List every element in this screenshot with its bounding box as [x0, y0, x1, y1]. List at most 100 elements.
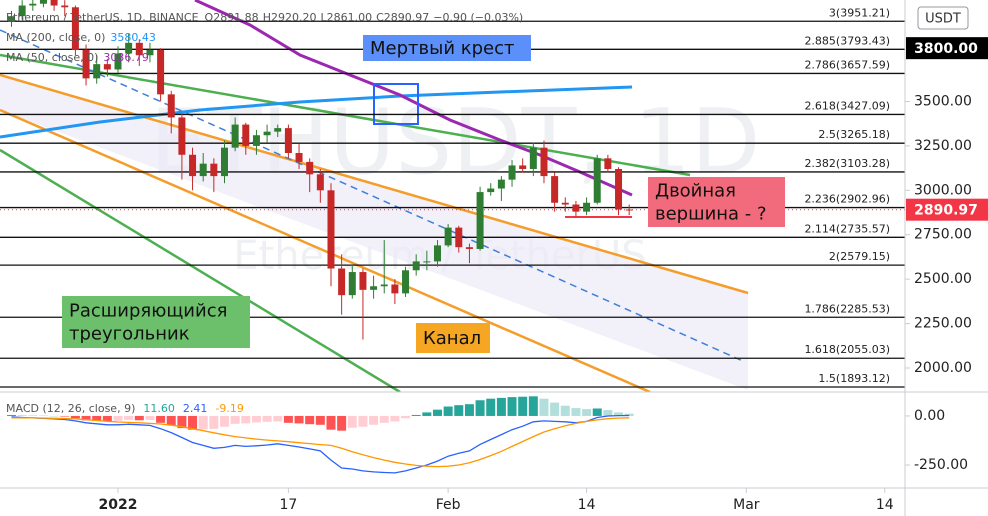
fib-label: 1.5(1893.12): [818, 372, 890, 385]
x-tick-label: 2022: [99, 497, 138, 513]
annotation-box: [416, 323, 490, 353]
macd-histogram: [422, 412, 432, 416]
candle-body: [551, 176, 559, 203]
macd-histogram: [475, 400, 485, 416]
macd-histogram: [614, 412, 624, 416]
indicator-name: MA (200, close, 0): [6, 31, 105, 44]
annotation-text: треугольник: [69, 324, 190, 345]
channel-shade: [0, 75, 748, 390]
candle-body: [561, 202, 569, 205]
macd-histogram: [38, 415, 48, 417]
macd-histogram: [315, 415, 325, 425]
macd-histogram: [166, 415, 176, 426]
candle-body: [210, 163, 218, 177]
macd-histogram: [198, 415, 208, 430]
macd-histogram: [347, 415, 357, 428]
macd-histogram: [92, 415, 102, 421]
annotation-text: Двойная: [655, 181, 736, 202]
fib-label: 2.885(3793.43): [804, 34, 890, 47]
price-axis-bg: [905, 0, 988, 516]
candle-body: [370, 286, 378, 290]
candle-body: [444, 227, 452, 246]
candle-body: [625, 209, 633, 211]
candle-body: [178, 117, 186, 155]
macd-histogram: [326, 415, 336, 430]
macd-value: -9.19: [215, 402, 243, 415]
macd-histogram: [273, 415, 283, 422]
ma-50: [194, 0, 633, 197]
candle-body: [114, 53, 122, 70]
annotation-box: [648, 177, 785, 227]
macd-histogram: [156, 415, 166, 423]
candle-body: [380, 284, 388, 287]
macd-histogram: [28, 415, 38, 416]
candle-body: [252, 135, 260, 146]
cross-marker: [373, 83, 419, 125]
annotation-text: вершина - ?: [655, 204, 767, 225]
macd-histogram: [209, 415, 219, 429]
candle-body: [274, 128, 282, 132]
candle-body: [242, 124, 250, 146]
macd-legend: MACD (12, 26, close, 9) 11.60 2.41 -9.19: [6, 402, 244, 415]
candle-body: [327, 190, 335, 269]
macd-histogram: [145, 415, 155, 420]
fib-label: 2.114(2735.57): [804, 222, 890, 235]
macd-histogram: [60, 415, 70, 417]
macd-histogram: [251, 415, 261, 423]
candles: [8, 0, 633, 340]
macd-histogram: [443, 406, 453, 416]
macd-histogram: [124, 415, 134, 420]
macd-histogram: [17, 415, 27, 416]
macd-histogram: [230, 415, 240, 424]
macd-histogram: [305, 415, 315, 425]
macd-value: 2.41: [183, 402, 208, 415]
macd-histogram: [390, 415, 400, 422]
macd-histogram: [113, 415, 123, 421]
annotation-text: Мертвый крест: [370, 38, 515, 59]
macd-histogram: [102, 415, 112, 422]
indicator-legend: MA (200, close, 0) 3580.43: [6, 31, 156, 44]
ohlc: C2890.97: [376, 11, 429, 24]
x-tick-label: 14: [876, 497, 894, 513]
trend-line: [0, 148, 401, 392]
candle-body: [231, 124, 239, 148]
channel-line: [0, 73, 749, 295]
candle-body: [391, 284, 399, 294]
header: Ethereum / TetherUS, 1D, BINANCE O2891.88…: [6, 11, 523, 24]
candle-body: [103, 64, 111, 70]
channel-line: [0, 108, 651, 392]
macd-histogram: [528, 396, 538, 416]
symbol: Ethereum / TetherUS, 1D, BINANCE: [6, 11, 199, 24]
y-tick-label: 3250.00: [914, 138, 972, 154]
candle-body: [423, 261, 431, 263]
x-tick-label: Mar: [733, 497, 760, 513]
macd-histogram: [219, 415, 229, 427]
macd-histogram: [518, 396, 528, 416]
macd-histogram: [369, 415, 379, 425]
macd-histogram: [432, 409, 442, 416]
macd-value: 11.60: [143, 402, 175, 415]
time-axis-bg: [0, 488, 905, 516]
macd-histogram: [358, 415, 368, 427]
indicator-name: MA (50, close, 0): [6, 51, 98, 64]
candle-body: [82, 49, 90, 79]
candle-body: [465, 247, 473, 249]
fib-label: 2.618(3427.09): [804, 99, 890, 112]
y-tick-label: 3000.00: [914, 182, 972, 198]
macd-histogram: [283, 415, 293, 423]
macd-pane: [7, 396, 634, 474]
ohlc: H2920.20: [263, 11, 317, 24]
candle-body: [71, 7, 79, 50]
candle-body: [316, 174, 324, 191]
currency: USDT: [925, 12, 961, 27]
macd-histogram: [624, 413, 634, 416]
candle-body: [529, 147, 537, 169]
macd-histogram: [379, 415, 389, 423]
candle-body: [583, 202, 591, 212]
candle-body: [348, 272, 356, 296]
fib-label: 2.5(3265.18): [818, 128, 890, 141]
fib-label: 2(2579.15): [829, 250, 890, 263]
candle-body: [167, 94, 175, 118]
